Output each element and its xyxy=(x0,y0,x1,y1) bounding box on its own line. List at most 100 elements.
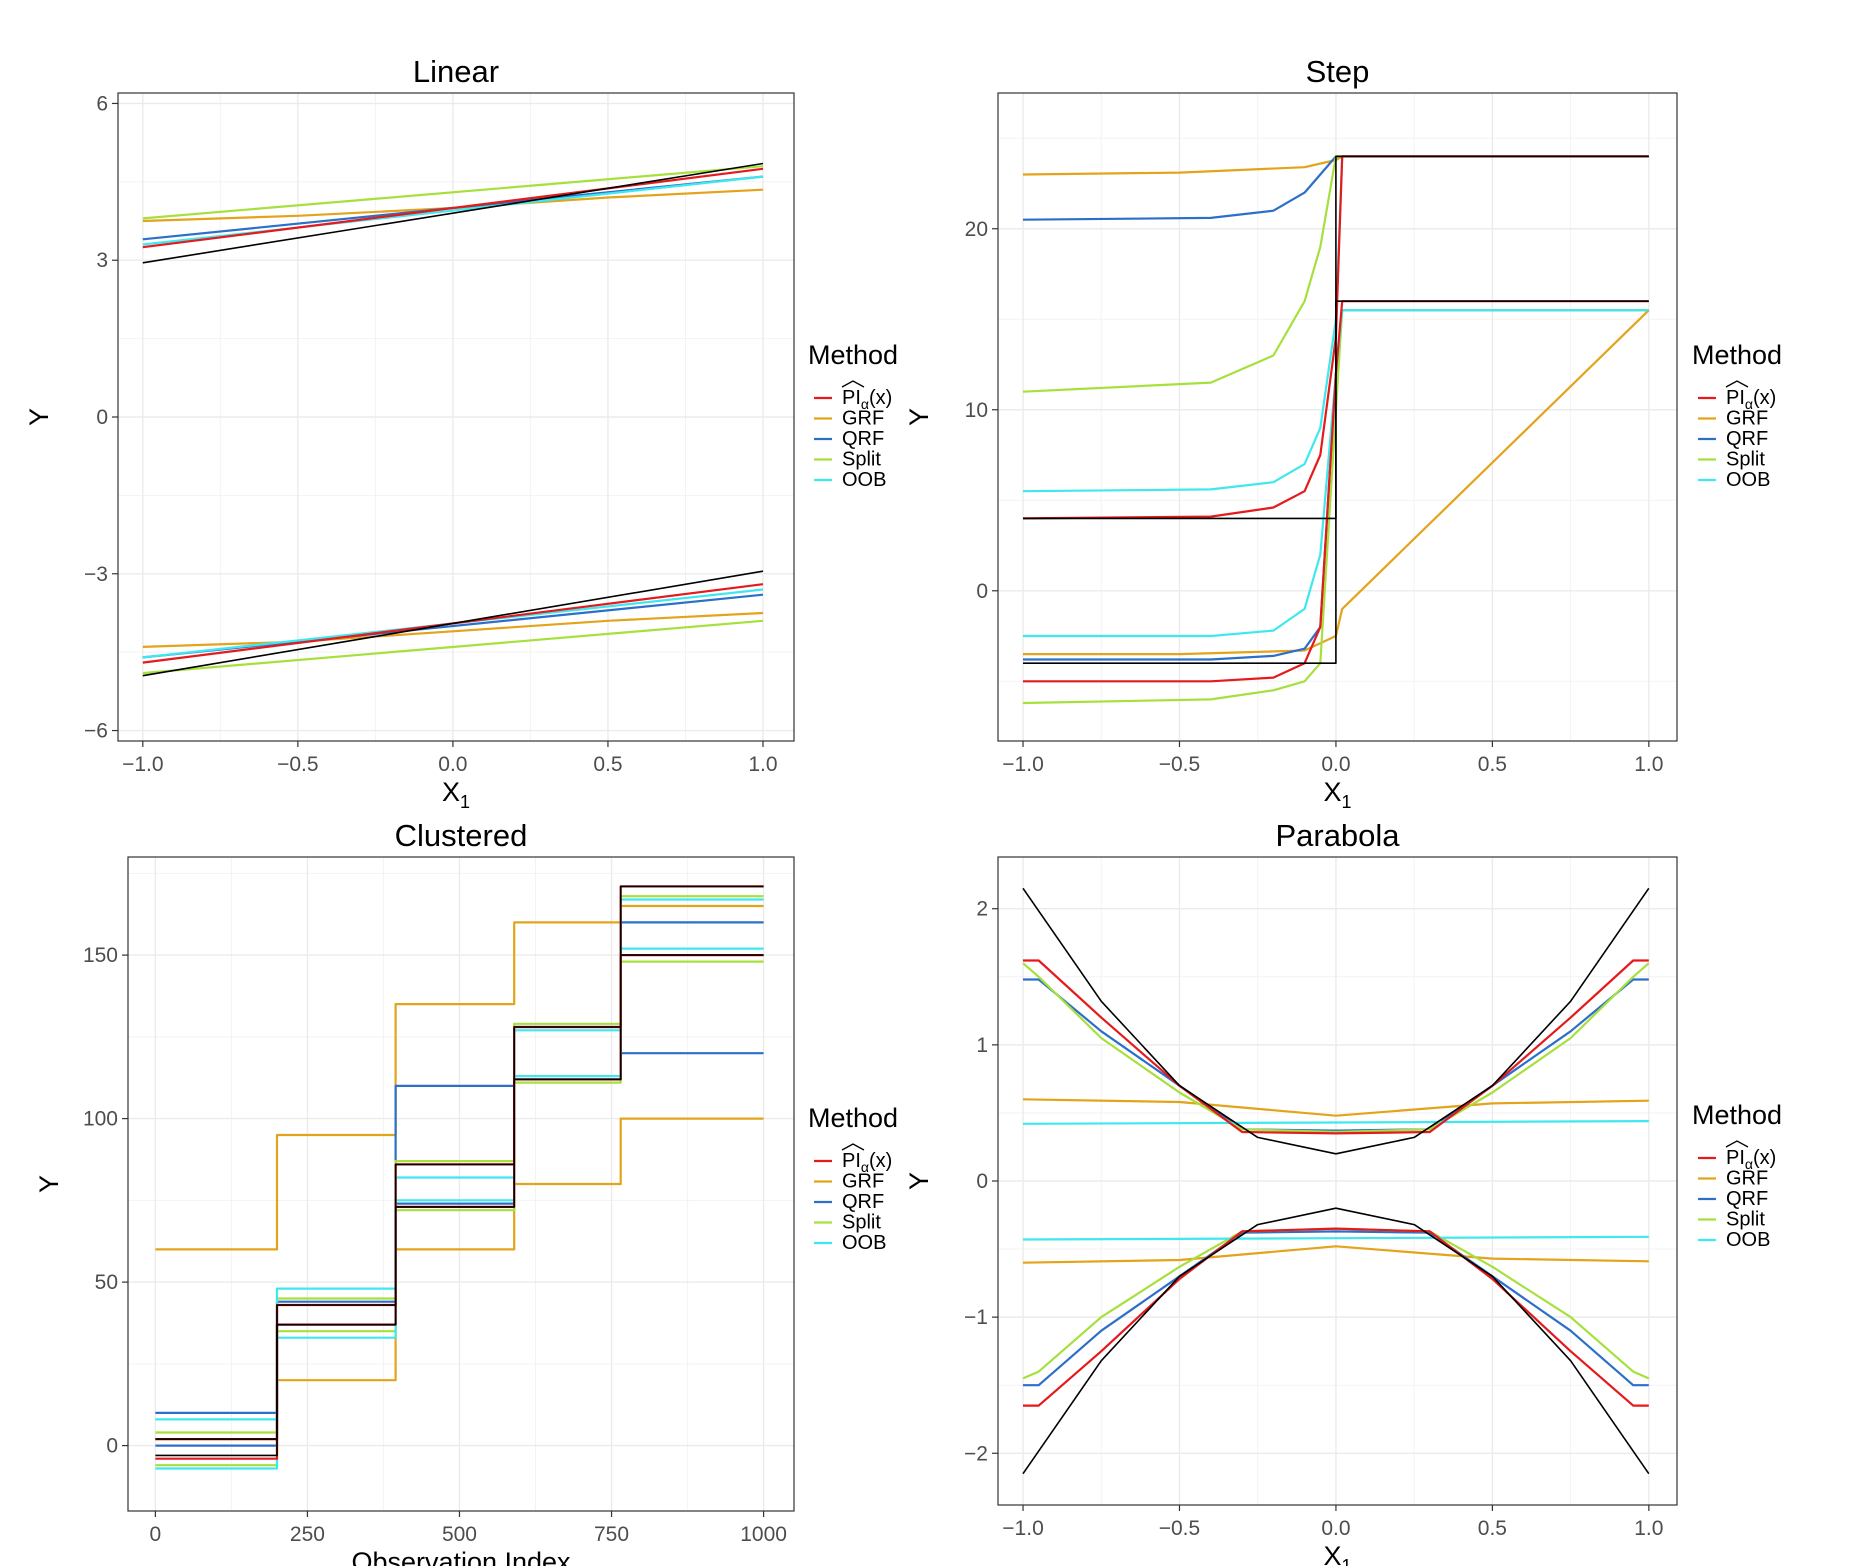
series-pi-lower xyxy=(1023,300,1649,683)
x-tick-label: −0.5 xyxy=(277,753,318,776)
legend-label-oob: OOB xyxy=(1726,469,1770,491)
legend-label-grf: GRF xyxy=(1726,408,1768,430)
chart-title: Parabola xyxy=(1275,818,1400,853)
panel-clustered: 0 250 500 750 1000 0 50 100 150 Clustered Observat… xyxy=(34,818,898,1566)
legend-label-suffix: (x) xyxy=(1753,387,1776,409)
y-tick-label: 0 xyxy=(96,406,108,429)
y-tick-label: 3 xyxy=(96,249,108,272)
y-axis-label: Y xyxy=(904,408,934,426)
x-axis-label: X1 xyxy=(1323,1541,1351,1566)
legend-title: Method xyxy=(808,340,898,370)
x-axis-label-subscript: 1 xyxy=(1342,1556,1352,1566)
series-grf-lower xyxy=(1023,309,1650,656)
x-axis-label-subscript: 1 xyxy=(460,792,470,812)
y-tick-label: −3 xyxy=(84,563,108,586)
panel-linear: −1.0 −0.5 0.0 0.5 1.0 −6 −3 0 3 6 Linear X1 Y MethodP… xyxy=(24,54,898,812)
y-tick-label: −1 xyxy=(964,1306,988,1329)
plot-background xyxy=(128,857,794,1511)
x-tick-label: 0.5 xyxy=(1478,1517,1507,1540)
series-truth-upper xyxy=(1022,887,1650,1155)
series-group xyxy=(155,885,764,1470)
y-tick-label: 20 xyxy=(965,218,988,241)
legend-title: Method xyxy=(1692,340,1782,370)
x-tick-label: 0.0 xyxy=(1321,1517,1350,1540)
y-tick-label: 10 xyxy=(965,399,988,422)
legend-label-suffix: (x) xyxy=(869,1150,892,1172)
y-axis-label: Y xyxy=(904,1172,934,1190)
x-tick-label: 250 xyxy=(290,1523,325,1546)
legend-label-suffix: (x) xyxy=(1753,1147,1776,1169)
series-pi-lower xyxy=(1023,1227,1649,1407)
y-axis-label: Y xyxy=(24,408,54,426)
series-split-upper xyxy=(142,165,764,220)
series-truth-lower xyxy=(1022,1207,1650,1475)
legend-label-qrf: QRF xyxy=(1726,1188,1768,1210)
x-tick-label: −1.0 xyxy=(1002,753,1043,776)
legend-hat-mark xyxy=(1725,1140,1749,1148)
legend-label-oob: OOB xyxy=(842,469,886,491)
series-qrf-lower xyxy=(1023,1230,1649,1387)
series-truth-lower xyxy=(142,570,764,677)
legend-label-split: Split xyxy=(1726,1209,1765,1231)
panel-border xyxy=(997,92,1678,742)
x-tick-label: −0.5 xyxy=(1159,753,1200,776)
legend-label-qrf: QRF xyxy=(842,1191,884,1213)
series-truth-lower xyxy=(1023,300,1649,664)
y-axis-label: Y xyxy=(34,1175,64,1193)
legend-label-grf: GRF xyxy=(842,1171,884,1193)
y-tick-label: 2 xyxy=(976,898,988,921)
panel-border xyxy=(127,856,795,1512)
series-oob-lower xyxy=(1022,1235,1649,1241)
x-axis-label: X1 xyxy=(1323,777,1351,812)
legend-label-split: Split xyxy=(842,449,881,471)
x-tick-label: −0.5 xyxy=(1159,1517,1200,1540)
legend-label-pi: PIα(x) xyxy=(842,1150,892,1175)
legend-label-qrf: QRF xyxy=(842,428,884,450)
x-axis-label: X1 xyxy=(442,777,470,812)
legend-label-grf: GRF xyxy=(842,408,884,430)
series-oob-upper xyxy=(1022,1120,1649,1125)
y-tick-label: 100 xyxy=(83,1108,118,1131)
x-tick-label: 0.5 xyxy=(593,753,622,776)
legend-label-subscript: α xyxy=(861,1159,869,1175)
chart-title: Linear xyxy=(413,54,499,89)
series-grf-lower xyxy=(1022,1245,1649,1264)
legend-hat-mark xyxy=(1725,380,1749,388)
panel-parabola: −1.0 −0.5 0.0 0.5 1.0 −2 −1 0 1 2 Parabola X1 Y Metho… xyxy=(904,818,1782,1566)
series-pi-upper xyxy=(1023,959,1649,1135)
y-tick-label: −2 xyxy=(964,1442,988,1465)
plot-background xyxy=(998,93,1677,741)
legend-title: Method xyxy=(808,1103,898,1133)
y-tick-label: 150 xyxy=(83,944,118,967)
series-grf-upper xyxy=(1022,1098,1649,1117)
y-tick-label: 1 xyxy=(976,1034,988,1057)
series-truth-lower xyxy=(155,954,764,1457)
chart-title: Clustered xyxy=(395,818,528,853)
legend-label-split: Split xyxy=(1726,449,1765,471)
series-group xyxy=(142,162,764,677)
series-group xyxy=(1022,887,1650,1475)
panel-step: −1.0 −0.5 0.0 0.5 1.0 0 10 20 Step X1 Y MethodPIα(x… xyxy=(904,54,1782,812)
series-grf-lower xyxy=(142,611,764,648)
x-tick-label: 500 xyxy=(442,1523,477,1546)
y-tick-label: 0 xyxy=(976,580,988,603)
legend-label-oob: OOB xyxy=(842,1232,886,1254)
x-tick-label: 0.0 xyxy=(438,753,467,776)
y-tick-label: 50 xyxy=(95,1271,118,1294)
gridlines xyxy=(998,857,1677,1505)
series-truth-upper xyxy=(142,162,764,264)
legend-label-split: Split xyxy=(842,1212,881,1234)
legend-hat-mark xyxy=(841,380,865,388)
legend-label-subscript: α xyxy=(1745,396,1753,412)
y-tick-label: 6 xyxy=(96,92,108,115)
y-tick-label: −6 xyxy=(84,720,108,743)
x-axis-label: Observation Index xyxy=(351,1547,571,1566)
x-tick-label: 750 xyxy=(594,1523,629,1546)
legend-title: Method xyxy=(1692,1100,1782,1130)
x-tick-label: 0.0 xyxy=(1321,753,1350,776)
x-tick-label: 1.0 xyxy=(748,753,777,776)
series-pi-upper xyxy=(1022,155,1649,520)
